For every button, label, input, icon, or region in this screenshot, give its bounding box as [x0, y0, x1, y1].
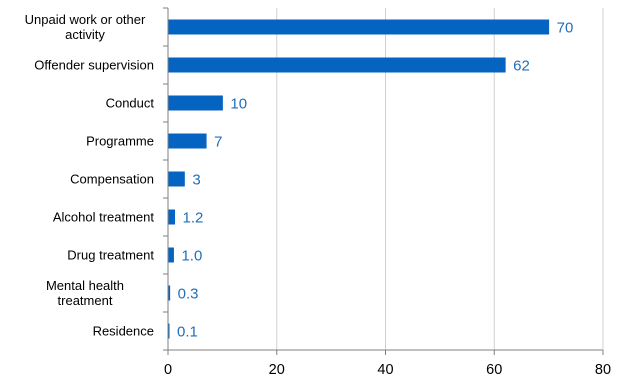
data-label: 10 [230, 96, 247, 113]
data-label: 1.0 [181, 248, 202, 265]
category-label: Residence [93, 324, 154, 339]
category-label-line: activity [65, 27, 105, 42]
category-label-line: Unpaid work or other [25, 12, 146, 27]
category-label: Drug treatment [67, 248, 154, 263]
category-label-line: Offender supervision [34, 58, 154, 73]
category-label: Compensation [70, 172, 154, 187]
x-tick-label: 20 [269, 362, 285, 378]
bar [168, 19, 550, 35]
category-label: Offender supervision [34, 58, 154, 73]
data-label: 3 [192, 172, 200, 189]
data-label: 0.1 [177, 324, 198, 341]
bar [168, 285, 171, 301]
category-label-line: Mental health [46, 278, 124, 293]
x-tick-label: 40 [377, 362, 393, 378]
category-label-line: Conduct [106, 96, 155, 111]
data-label: 70 [557, 20, 574, 37]
bar [168, 133, 207, 149]
category-label: Conduct [106, 96, 155, 111]
category-label: Alcohol treatment [53, 210, 155, 225]
category-label-line: treatment [58, 293, 113, 308]
category-label-line: Compensation [70, 172, 154, 187]
category-label-line: Alcohol treatment [53, 210, 155, 225]
bar [168, 57, 506, 73]
data-label: 1.2 [183, 210, 204, 227]
category-label: Unpaid work or other activity [25, 12, 146, 42]
bar [168, 171, 185, 187]
bar [168, 247, 174, 263]
data-label: 0.3 [178, 286, 199, 303]
data-label: 7 [214, 134, 222, 151]
x-tick-label: 60 [486, 362, 502, 378]
bar [168, 95, 223, 111]
category-label: Mental health treatment [46, 278, 124, 308]
bar [168, 209, 176, 225]
x-tick-label: 0 [164, 362, 172, 378]
x-tick-label: 80 [595, 362, 611, 378]
category-label: Programme [86, 134, 154, 149]
data-label: 62 [513, 58, 530, 75]
category-label-line: Residence [93, 324, 154, 339]
category-label-line: Programme [86, 134, 154, 149]
category-label-line: Drug treatment [67, 248, 154, 263]
bar [168, 323, 170, 339]
